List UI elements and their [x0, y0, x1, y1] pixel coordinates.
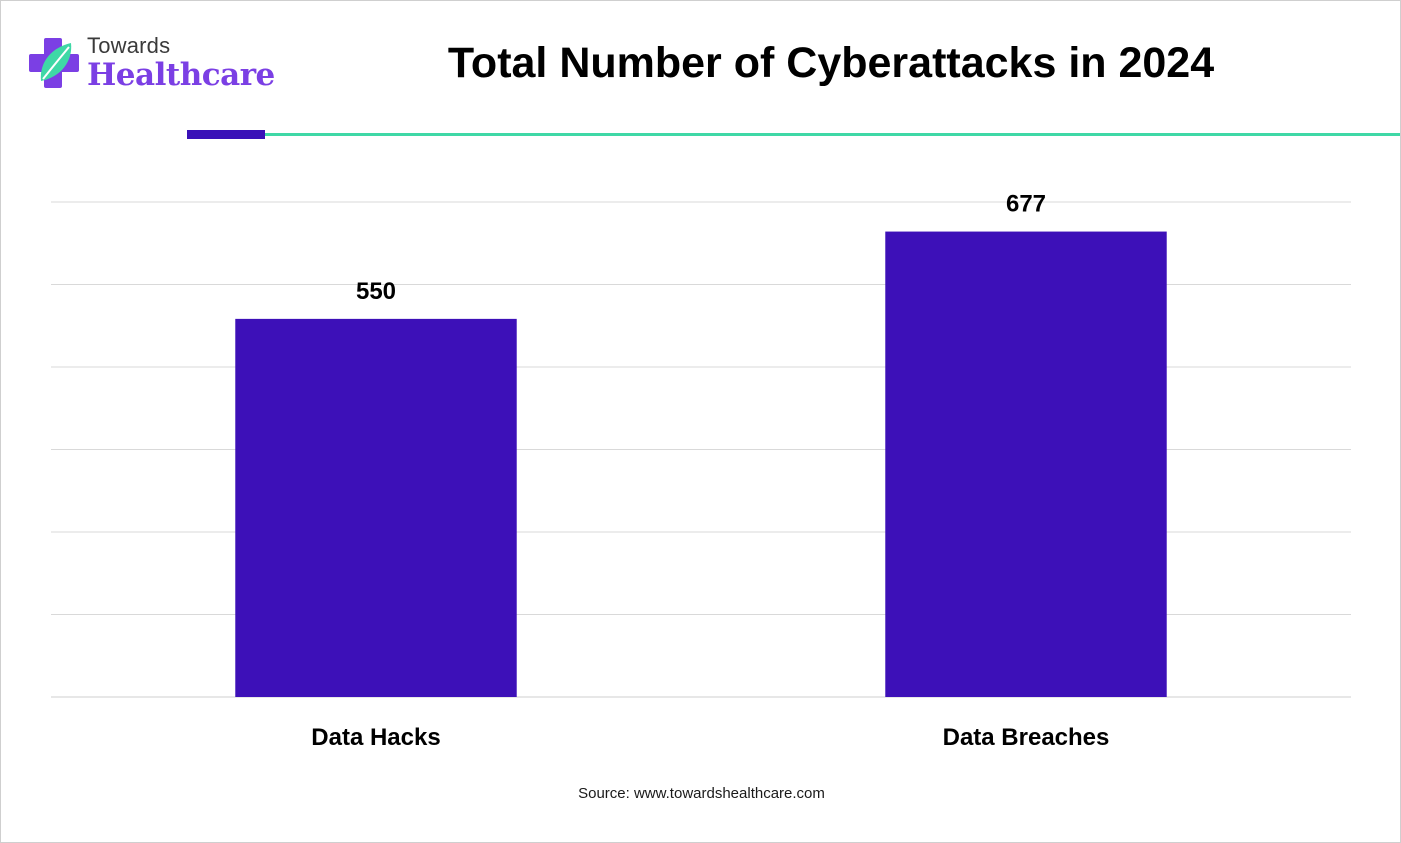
source-note: Source: www.towardshealthcare.com — [578, 785, 825, 802]
data-label: 677 — [1006, 191, 1046, 218]
chart-title: Total Number of Cyberattacks in 2024 — [447, 39, 1215, 87]
title-divider-line — [265, 133, 1400, 136]
x-tick-label: Data Breaches — [943, 724, 1110, 751]
x-axis-tick-labels: Data Hacks Data Breaches — [311, 724, 1109, 751]
bars — [235, 231, 1167, 697]
title-accent-bar — [187, 130, 265, 139]
brand-name-line2: Healthcare — [87, 57, 275, 93]
data-labels: 550 677 — [356, 191, 1046, 305]
x-tick-label: Data Hacks — [311, 724, 440, 751]
bar-data-breaches — [885, 231, 1167, 697]
brand-name-line1: Towards — [87, 33, 171, 58]
brand-logo: Towards Healthcare — [27, 31, 275, 101]
bar-data-hacks — [235, 318, 517, 697]
data-label: 550 — [356, 278, 396, 305]
medical-cross-leaf-icon — [29, 38, 79, 88]
